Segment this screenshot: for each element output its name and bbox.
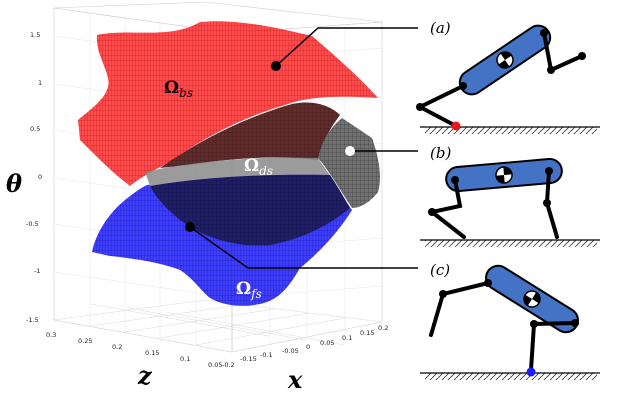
theta-tick: 1 [38, 79, 42, 87]
z-tick: 0.05 [208, 361, 222, 369]
callout-lines [189, 27, 418, 269]
x-tick: -0.05 [282, 347, 299, 355]
theta-axis-label: θ [6, 169, 22, 198]
region-bs-surface [78, 21, 378, 187]
x-axis-label: x [287, 365, 303, 394]
x-tick: -0.2 [222, 361, 235, 369]
region-ds-label: Ωds [244, 156, 273, 178]
panel-b-label: (b) [430, 144, 451, 162]
x-ticks: -0.2 -0.15 -0.1 -0.05 0 0.05 0.1 0.15 0.… [222, 324, 388, 369]
floor-grid [53, 299, 383, 353]
ground-hatch [425, 373, 597, 380]
z-tick: 0.15 [145, 349, 159, 357]
callout-dot-ds [345, 146, 355, 156]
theta-tick: 1.5 [30, 31, 40, 39]
robot-c [420, 264, 600, 380]
region-ds-band [145, 157, 330, 186]
region-bs-label: Ωbs [164, 78, 193, 100]
ground-hatch [425, 127, 597, 134]
x-tick: 0 [306, 343, 310, 351]
z-ticks: 0.3 0.25 0.2 0.15 0.1 0.05 [46, 331, 222, 369]
region-overlap-dark [160, 102, 340, 168]
x-tick: 0.1 [342, 334, 352, 342]
panel-c-label: (c) [430, 261, 450, 279]
z-tick: 0.25 [78, 337, 92, 345]
theta-tick: -0.5 [26, 220, 39, 228]
region-fs-dark [150, 174, 350, 246]
theta-ticks: 1.5 1 0.5 0 -0.5 -1 -1.5 [26, 31, 42, 324]
theta-tick: 0 [38, 173, 42, 181]
ground-hatch [425, 240, 597, 247]
robot-a [415, 24, 600, 134]
z-tick: 0.2 [112, 343, 122, 351]
x-tick: 0.2 [378, 324, 388, 332]
theta-tick: 0.5 [30, 125, 40, 133]
robot-b [420, 157, 600, 247]
rear-leg [415, 84, 465, 128]
rear-leg [427, 178, 466, 239]
x-tick: -0.15 [240, 355, 257, 363]
theta-tick: -1.5 [26, 316, 39, 324]
panel-a-label: (a) [430, 19, 451, 37]
rear-leg [429, 281, 490, 337]
x-tick: -0.1 [260, 351, 273, 359]
x-tick: 0.15 [360, 329, 374, 337]
contact-point-rear [451, 121, 461, 131]
theta-tick: -1 [34, 267, 40, 275]
region-fs-label: Ωfs [236, 279, 262, 301]
region-ds-surface [318, 118, 380, 208]
z-tick: 0.1 [180, 355, 190, 363]
z-tick: 0.3 [46, 331, 56, 339]
contact-point-front [526, 367, 536, 377]
z-axis-label: z [137, 361, 153, 390]
callout-dot-fs [185, 222, 195, 232]
x-tick: 0.05 [320, 339, 334, 347]
callout-dot-bs [271, 61, 281, 71]
